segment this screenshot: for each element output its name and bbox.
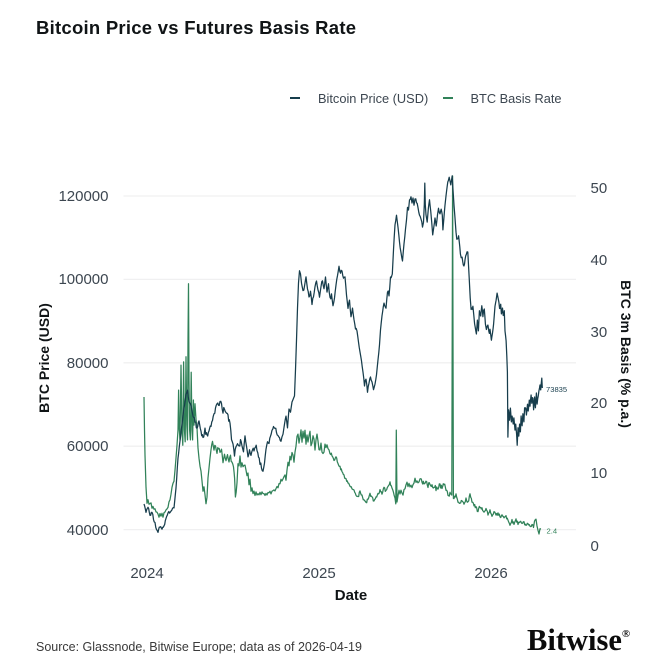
svg-text:73835: 73835 [546, 385, 567, 394]
svg-text:2.4: 2.4 [547, 527, 558, 536]
